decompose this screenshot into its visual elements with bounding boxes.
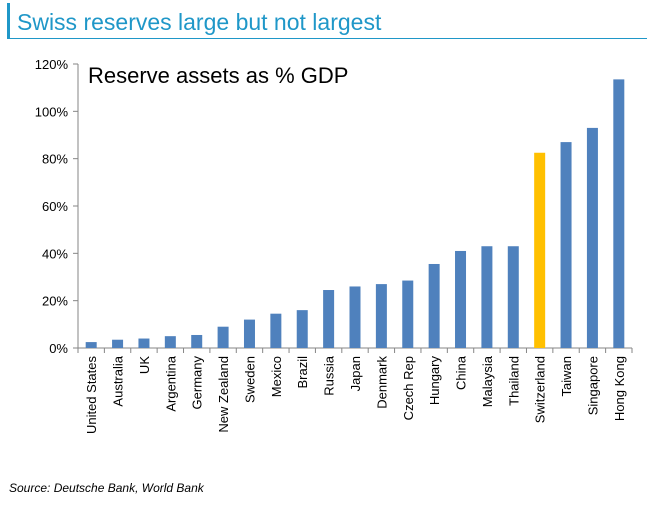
bar [164, 336, 176, 348]
bar [349, 286, 361, 348]
bar [402, 280, 414, 348]
category-label: Singapore [585, 356, 600, 415]
bar [481, 246, 493, 348]
bar [534, 152, 546, 348]
bar [296, 310, 308, 348]
bar [243, 319, 255, 348]
category-label: Japan [348, 356, 363, 391]
bar [191, 334, 203, 348]
category-label: Germany [190, 356, 205, 410]
category-label: Taiwan [559, 356, 574, 396]
y-tick-label: 120% [35, 57, 69, 72]
bar [112, 339, 124, 348]
y-tick-label: 60% [42, 199, 68, 214]
category-label: Russia [322, 355, 337, 396]
category-label: Thailand [506, 356, 521, 406]
category-label: Hong Kong [612, 356, 627, 421]
bar [428, 263, 440, 348]
bars [85, 79, 625, 349]
y-tick-label: 40% [42, 246, 68, 261]
category-label: United States [84, 356, 99, 435]
category-label: New Zealand [216, 356, 231, 433]
y-tick-label: 20% [42, 294, 68, 309]
category-label: Hungary [427, 356, 442, 406]
y-tick-label: 80% [42, 152, 68, 167]
bar [323, 290, 335, 348]
category-label: Denmark [374, 356, 389, 409]
bar [586, 127, 598, 349]
category-label: China [454, 355, 469, 390]
title-bar: Swiss reserves large but not largest [7, 3, 647, 39]
y-tick-label: 100% [35, 104, 69, 119]
bar [85, 342, 97, 348]
bar [507, 246, 519, 348]
category-labels: United States Australia UK Argentina Germany… [84, 355, 627, 434]
y-axis: 0% 20% 40% 60% 80% 100% 120% [35, 57, 79, 356]
category-label: Sweden [242, 356, 257, 403]
chart-title: Reserve assets as % GDP [88, 63, 348, 88]
category-label: Australia [111, 355, 126, 406]
category-label: UK [137, 356, 152, 374]
bar [560, 142, 572, 348]
bar [613, 79, 625, 348]
category-label: Czech Rep [401, 356, 416, 420]
category-label: Switzerland [533, 356, 548, 423]
category-label: Malaysia [480, 355, 495, 407]
page-title: Swiss reserves large but not largest [17, 9, 382, 35]
source-note: Source: Deutsche Bank, World Bank [9, 481, 204, 495]
bar [375, 284, 387, 348]
category-label: Argentina [163, 355, 178, 411]
bar [455, 250, 467, 348]
bar [270, 313, 282, 348]
y-tick-label: 0% [49, 341, 68, 356]
category-label: Brazil [295, 356, 310, 389]
bar [217, 326, 229, 348]
category-label: Mexico [269, 356, 284, 397]
bar [138, 338, 150, 348]
x-axis [77, 347, 633, 353]
